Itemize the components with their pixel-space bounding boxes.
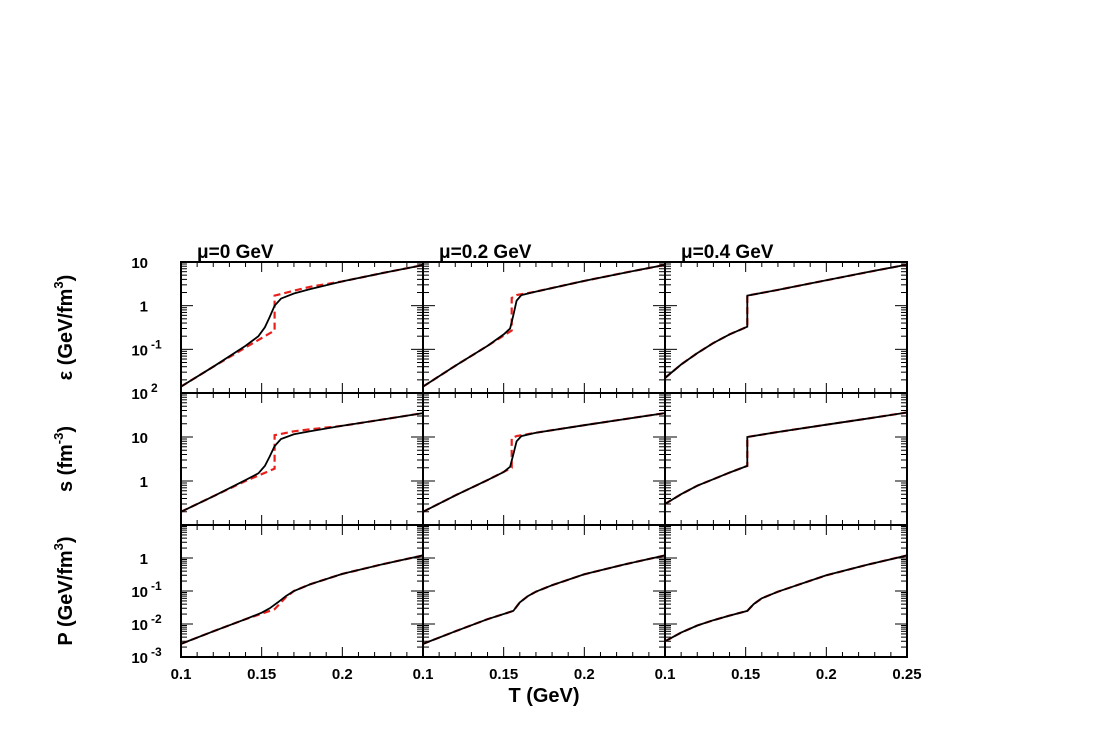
x-tick-label: 0.15 xyxy=(489,666,518,683)
y-tick-label: 10 xyxy=(131,386,148,403)
y-tick-label: 1 xyxy=(140,299,148,316)
panel-frame xyxy=(422,524,666,658)
y-tick-exponent: -1 xyxy=(151,337,162,351)
column-title: μ=0.4 GeV xyxy=(681,242,774,263)
panel-frame xyxy=(422,392,666,526)
solid-curve-energy-density xyxy=(180,264,424,388)
column-title: μ=0 GeV xyxy=(197,242,274,263)
dashed-curve-energy-density xyxy=(664,263,908,379)
x-tick-label: 0.25 xyxy=(892,666,921,683)
panel-frame xyxy=(180,524,424,658)
x-tick-label: 0.1 xyxy=(171,666,192,683)
y-tick-exponent: -1 xyxy=(151,579,162,593)
panel-frame xyxy=(422,261,666,394)
x-tick-label: 0.2 xyxy=(332,666,353,683)
solid-curve-pressure xyxy=(422,554,666,645)
x-tick-label: 0.15 xyxy=(247,666,276,683)
panel-energy-density-col2 xyxy=(422,261,666,394)
panel-pressure-col3 xyxy=(664,524,908,658)
x-tick-label: 0.2 xyxy=(574,666,595,683)
panel-energy-density-col1 xyxy=(180,261,424,394)
x-tick-label: 0.2 xyxy=(816,666,837,683)
panel-energy-density-col3 xyxy=(664,261,908,394)
x-tick-label: 0.1 xyxy=(413,666,434,683)
y-axis-title-pressure: P (GeV/fm3) xyxy=(51,536,77,645)
y-tick-label: 10 xyxy=(131,255,148,272)
y-tick-label: 10 xyxy=(131,617,148,634)
y-tick-exponent: -3 xyxy=(151,645,162,659)
dashed-curve-entropy-density xyxy=(180,412,424,513)
y-tick-label: 1 xyxy=(140,474,148,491)
panel-entropy-density-col3 xyxy=(664,392,908,526)
solid-curve-energy-density xyxy=(422,264,666,388)
solid-curve-entropy-density xyxy=(422,412,666,513)
panels-group xyxy=(180,261,908,658)
solid-curve-entropy-density xyxy=(664,411,908,505)
panel-frame xyxy=(664,392,908,526)
dashed-curve-energy-density xyxy=(180,264,424,388)
x-tick-label: 0.15 xyxy=(731,666,760,683)
solid-curve-energy-density xyxy=(664,263,908,379)
x-axis-title: T (GeV) xyxy=(508,685,579,707)
dashed-curve-entropy-density xyxy=(422,412,666,513)
panel-frame xyxy=(180,392,424,526)
panel-pressure-col2 xyxy=(422,524,666,658)
y-axis-title-entropy-density: s (fm-3) xyxy=(51,426,77,492)
panel-frame xyxy=(664,524,908,658)
column-title: μ=0.2 GeV xyxy=(439,242,532,263)
y-axis-title-energy-density: ε (GeV/fm3) xyxy=(51,275,77,381)
solid-curve-pressure xyxy=(180,554,424,645)
y-tick-label: 10 xyxy=(131,430,148,447)
y-tick-label: 10 xyxy=(131,342,148,359)
y-tick-label: 10 xyxy=(131,650,148,667)
solid-curve-entropy-density xyxy=(180,412,424,513)
y-tick-label: 10 xyxy=(131,584,148,601)
panel-entropy-density-col2 xyxy=(422,392,666,526)
y-tick-exponent: -2 xyxy=(151,612,162,626)
x-tick-label: 0.1 xyxy=(655,666,676,683)
y-tick-label: 1 xyxy=(140,551,148,568)
solid-curve-pressure xyxy=(664,554,908,643)
panel-frame xyxy=(180,261,424,394)
dashed-curve-entropy-density xyxy=(664,411,908,505)
y-tick-exponent: 2 xyxy=(151,381,158,395)
dashed-curve-pressure xyxy=(664,554,908,643)
panel-pressure-col1 xyxy=(180,524,424,658)
panel-frame xyxy=(664,261,908,394)
dashed-curve-energy-density xyxy=(422,263,666,388)
panel-entropy-density-col1 xyxy=(180,392,424,526)
